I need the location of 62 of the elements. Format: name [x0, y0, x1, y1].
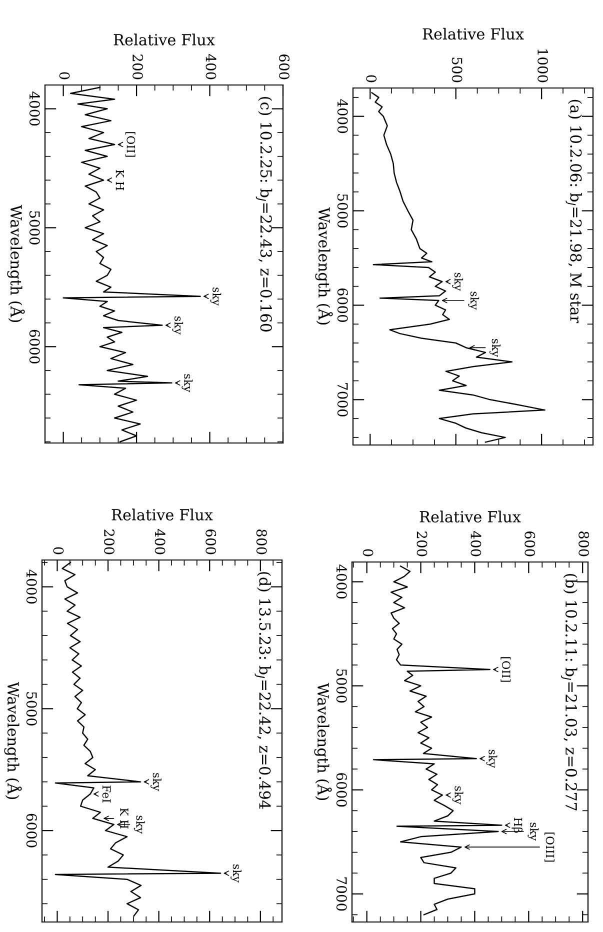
y-tick-label: 7000	[337, 383, 348, 416]
annotation: Hβ	[512, 818, 523, 833]
x-axis-title: Relative Flux	[112, 508, 213, 521]
annotation: sky	[490, 338, 500, 358]
x-axis-title: Relative Flux	[422, 28, 524, 40]
x-tick-label: 600	[278, 54, 290, 80]
annotation: [OIII]	[544, 832, 554, 862]
y-axis-title: Wavelength (Å)	[4, 682, 22, 800]
x-tick-label: 600	[524, 532, 536, 556]
x-tick-label: 1000	[538, 49, 548, 82]
x-tick-label: 600	[206, 530, 216, 554]
annotation: sky	[452, 272, 464, 291]
annotation: sky	[134, 816, 145, 834]
text: (a) 10.2.06: b$_{J}$=21.98, M star	[566, 100, 582, 324]
x-tick-label: 500	[452, 58, 462, 82]
x-tick-label: 0	[59, 72, 70, 80]
y-tick-label: 6000	[29, 330, 40, 364]
x-tick-label: 200	[104, 530, 115, 554]
text: (c) 10.2.25: b$_{J}$=22.43, z=0.160	[256, 96, 272, 332]
annotation: FeI	[102, 786, 111, 802]
x-tick-label: 0	[366, 75, 377, 82]
y-tick-label: 4000	[26, 570, 37, 604]
y-tick-label: 7000	[336, 877, 347, 911]
y-axis-title: Wavelength (Å)	[314, 682, 332, 800]
y-tick-label: 5000	[336, 669, 347, 703]
annotation: sky	[468, 292, 480, 310]
x-tick-label: 400	[206, 54, 216, 80]
x-tick-label: 0	[362, 549, 374, 556]
x-tick-label: 400	[154, 529, 166, 554]
annotation: sky	[150, 773, 162, 792]
y-tick-label: 4000	[337, 99, 348, 134]
y-tick-label: 6000	[337, 288, 348, 322]
annotation: sky	[452, 786, 464, 804]
y-axis-title: Wavelength (Å)	[7, 204, 25, 322]
y-tick-label: 5000	[337, 194, 348, 228]
x-tick-label: 200	[416, 532, 428, 556]
y-tick-label: 4000	[336, 564, 347, 599]
x-tick-label: 400	[470, 531, 482, 556]
x-tick-label: 0	[53, 547, 64, 554]
y-tick-label: 6000	[336, 773, 347, 807]
y-tick-label: 6000	[26, 814, 37, 848]
x-tick-label: 800	[256, 530, 267, 554]
x-tick-label: 200	[132, 54, 144, 80]
annotation: K H	[116, 170, 124, 190]
annotation: sky	[182, 374, 193, 392]
x-tick-label: 800	[578, 532, 590, 556]
annotation: K H	[120, 808, 128, 829]
annotation: [OII]	[500, 657, 511, 682]
x-axis-title: Relative Flux	[114, 34, 215, 46]
annotation: sky	[486, 750, 498, 768]
annotation: sky	[230, 864, 242, 883]
x-axis-title: Relative Flux	[420, 510, 521, 523]
annotation: [OII]	[125, 132, 136, 157]
annotation: sky	[172, 316, 184, 335]
y-tick-label: 5000	[26, 692, 37, 726]
y-tick-label: 5000	[29, 211, 40, 244]
annotation: sky	[528, 822, 539, 841]
y-axis-title: Wavelength (Å)	[315, 207, 333, 325]
y-tick-label: 4000	[29, 92, 40, 126]
text: (d) 13.5.23: b$_{J}$=22.42, z=0.494	[254, 572, 271, 809]
text: (b) 10.2.11: b$_{J}$=21.03, z=0.277	[561, 574, 578, 810]
annotation: sky	[210, 288, 222, 306]
